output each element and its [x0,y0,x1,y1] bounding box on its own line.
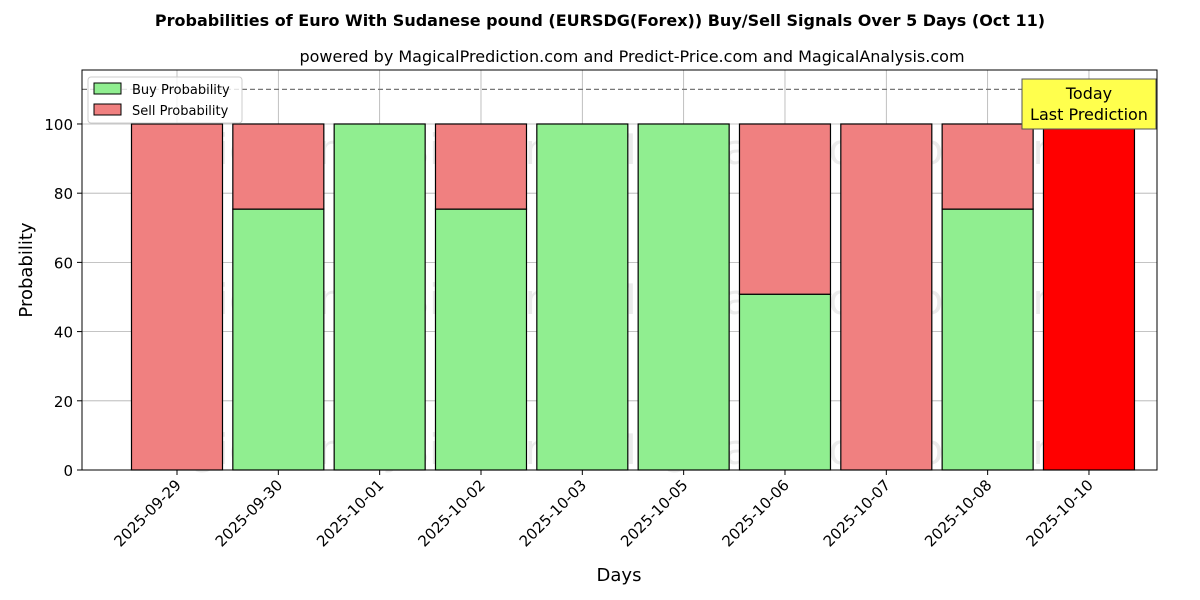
y-axis-label: Probability [16,222,37,317]
annotation-today: Today [1065,84,1112,103]
bar-buy-2025-09-30 [232,208,325,471]
plot-frame [81,69,1158,471]
bar-sell-2025-10-08 [941,123,1034,210]
x-tick-label: 2025-10-10 [1022,476,1096,550]
x-tick-label: 2025-09-30 [212,476,286,550]
bars [130,123,1136,471]
bar-buy-2025-10-01 [333,123,426,471]
y-tick-label: 0 [63,462,73,480]
legend-label-sell: Sell Probability [132,104,229,119]
x-tick-label: 2025-10-05 [617,476,691,550]
bar-sell-2025-09-29 [130,123,224,471]
bar-sell-2025-10-10 [1042,123,1136,471]
y-tick-label: 60 [54,254,73,272]
chart-title: Probabilities of Euro With Sudanese poun… [155,11,1045,30]
annotation-box: Today Last Prediction [1021,78,1157,130]
legend-label-buy: Buy Probability [132,83,230,98]
y-tick-label: 80 [54,185,73,203]
legend: Buy Probability Sell Probability [87,76,243,124]
annotation-background [1021,78,1157,130]
legend-swatch-sell [93,103,122,116]
x-axis-label: Days [597,565,642,586]
x-tick-label: 2025-09-29 [110,476,184,550]
x-tick-label: 2025-10-06 [718,476,792,550]
y-tick-label: 40 [54,324,73,342]
bar-sell-2025-10-02 [434,123,528,210]
x-tick-label: 2025-10-02 [414,476,488,550]
bar-sell-2025-09-30 [232,123,325,210]
y-tick-label: 20 [54,393,73,411]
annotation-last-prediction: Last Prediction [1030,105,1148,124]
bar-buy-2025-10-05 [637,123,730,471]
legend-frame [87,76,243,124]
legend-swatch-buy [93,82,122,95]
bar-buy-2025-10-06 [738,293,832,471]
bar-sell-2025-10-06 [738,123,832,295]
chart-subtitle: powered by MagicalPrediction.com and Pre… [299,47,964,66]
bar-buy-2025-10-03 [536,123,629,471]
bar-sell-2025-10-07 [840,123,933,471]
bar-buy-2025-10-08 [941,208,1034,471]
x-tick-label: 2025-10-08 [921,476,995,550]
bar-buy-2025-10-02 [434,208,528,471]
y-tick-label: 100 [44,116,73,134]
x-tick-label: 2025-10-03 [516,476,590,550]
x-tick-label: 2025-10-01 [313,476,387,550]
x-tick-label: 2025-10-07 [820,476,894,550]
